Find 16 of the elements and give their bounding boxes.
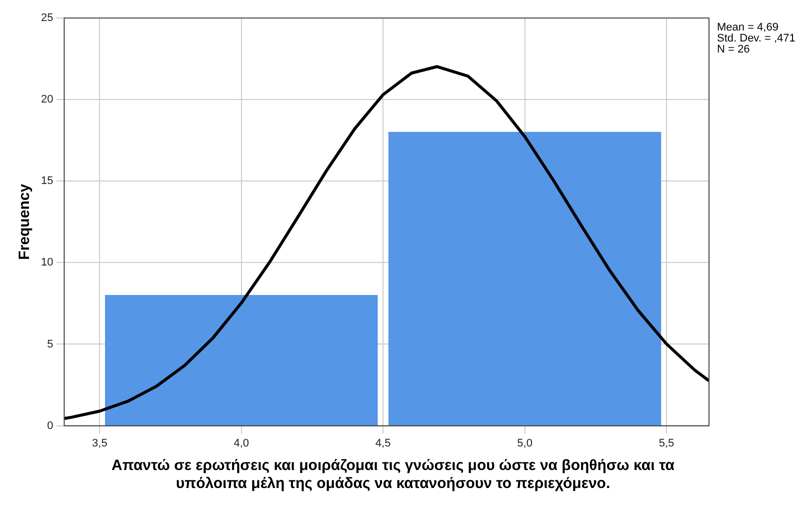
x-tick-label: 3,5 bbox=[92, 437, 108, 450]
x-tick-label: 5,0 bbox=[517, 437, 532, 450]
x-tick-label: 5,5 bbox=[658, 437, 674, 450]
y-tick-label: 5 bbox=[47, 338, 54, 350]
text: N = 26 bbox=[717, 44, 750, 56]
y-tick-label: 25 bbox=[40, 12, 54, 24]
y-tick-label: 0 bbox=[47, 420, 54, 432]
text: Mean = 4,69 bbox=[717, 22, 778, 34]
x-tick-label: 4,0 bbox=[234, 437, 250, 450]
text: Std. Dev. = ,471 bbox=[717, 32, 796, 45]
y-tick-label: 10 bbox=[40, 256, 54, 269]
x-tick-label: 4,5 bbox=[375, 437, 391, 450]
y-axis-title: Frequency bbox=[16, 183, 34, 260]
x-axis-title: Απαντώ σε ερωτήσεις και μοιράζομαι τις γνώσεις μου ώστε να βοηθήσω και τα υπόλοιπα μέλη της ομάδας να κατανοήσουν το περιεχόμενο. bbox=[110, 457, 676, 493]
y-tick-label: 15 bbox=[40, 175, 54, 188]
y-tick-label: 20 bbox=[40, 94, 54, 106]
